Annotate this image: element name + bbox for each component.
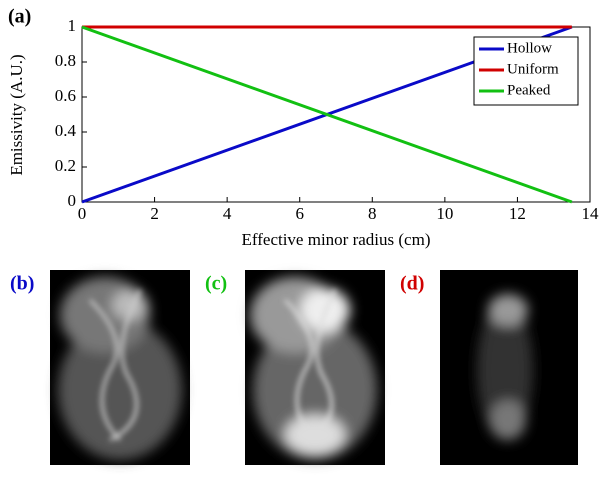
x-tick-label: 6 [295, 204, 304, 223]
image-c [245, 270, 385, 465]
y-tick-label: 1 [68, 16, 77, 35]
legend-label: Uniform [507, 61, 559, 77]
x-tick-label: 2 [150, 204, 159, 223]
x-tick-label: 10 [436, 204, 453, 223]
legend-label: Peaked [507, 82, 551, 98]
panel-label: (d) [400, 273, 424, 295]
panel-label: (c) [205, 273, 227, 295]
x-axis-label: Effective minor radius (cm) [242, 230, 431, 249]
y-tick-label: 0 [68, 191, 77, 210]
x-tick-label: 0 [78, 204, 87, 223]
y-tick-label: 0.4 [55, 121, 77, 140]
legend-label: Hollow [507, 40, 552, 56]
y-tick-label: 0.2 [55, 156, 76, 175]
x-tick-label: 8 [368, 204, 377, 223]
x-tick-label: 4 [223, 204, 232, 223]
image-d [440, 270, 578, 465]
y-axis-label: Emissivity (A.U.) [7, 54, 26, 175]
y-tick-label: 0.8 [55, 51, 76, 70]
line [81, 25, 573, 204]
panel-label: (a) [8, 6, 31, 28]
x-tick-label: 12 [509, 204, 526, 223]
panel-label: (b) [10, 273, 34, 295]
x-tick-label: 14 [582, 204, 600, 223]
y-tick-label: 0.6 [55, 86, 76, 105]
image-b [50, 270, 190, 465]
